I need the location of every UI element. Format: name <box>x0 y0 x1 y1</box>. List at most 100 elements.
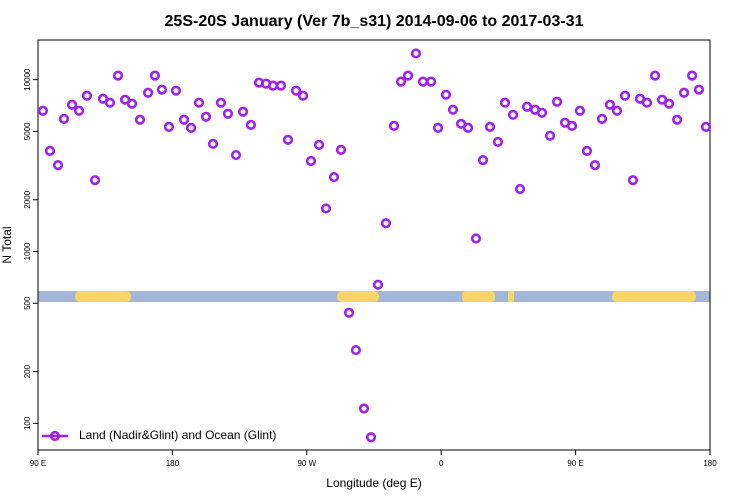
x-axis-label: Longitude (deg E) <box>326 476 421 490</box>
y-tick-label: 10000 <box>23 68 32 91</box>
point <box>365 432 377 443</box>
point <box>380 218 392 229</box>
point <box>440 89 452 100</box>
point <box>551 96 563 107</box>
point <box>320 203 332 214</box>
point <box>112 70 124 81</box>
point <box>521 101 533 112</box>
point <box>126 98 138 109</box>
point <box>237 106 249 117</box>
point <box>222 108 234 119</box>
point <box>328 171 340 183</box>
x-tick-label: 90 W <box>297 459 316 468</box>
point <box>200 111 212 122</box>
point <box>267 80 279 91</box>
point <box>343 307 355 318</box>
point <box>596 113 608 124</box>
x-tick-label: 180 <box>166 459 180 468</box>
point <box>81 90 93 101</box>
y-tick-label: 1000 <box>23 242 32 260</box>
point <box>245 119 257 131</box>
point <box>627 175 639 186</box>
point <box>484 121 496 132</box>
point <box>388 120 400 131</box>
point <box>97 93 109 104</box>
point <box>58 113 70 124</box>
point <box>604 99 616 110</box>
point <box>514 183 526 195</box>
y-tick-label: 2000 <box>23 190 32 208</box>
point <box>73 105 85 116</box>
point <box>52 160 64 171</box>
point <box>581 145 593 156</box>
point <box>193 97 205 108</box>
point <box>163 121 175 132</box>
point <box>89 175 101 186</box>
point <box>119 94 131 105</box>
point <box>432 122 444 133</box>
land-band <box>75 291 131 302</box>
point <box>686 70 698 81</box>
y-tick-label: 200 <box>23 364 32 378</box>
point <box>37 105 49 116</box>
point <box>619 90 631 101</box>
point <box>536 107 548 118</box>
y-tick-label: 5000 <box>23 122 32 140</box>
point <box>305 155 317 167</box>
point <box>207 138 219 149</box>
point <box>142 87 154 98</box>
land-band <box>612 291 696 302</box>
legend-marker <box>49 430 61 442</box>
point <box>566 120 578 131</box>
point <box>185 122 197 133</box>
point <box>335 144 347 155</box>
point <box>455 118 467 129</box>
point <box>656 94 668 105</box>
point <box>492 136 504 148</box>
point <box>678 87 690 98</box>
point <box>499 97 511 108</box>
point <box>215 97 227 108</box>
legend-label: Land (Nadir&Glint) and Ocean (Glint) <box>79 428 276 442</box>
land-band <box>337 291 379 302</box>
point <box>395 76 407 87</box>
point <box>156 84 168 95</box>
point <box>417 76 429 87</box>
point <box>402 70 414 81</box>
point <box>611 105 623 116</box>
point <box>170 85 182 96</box>
point <box>358 403 370 414</box>
y-tick-label: 100 <box>23 416 32 430</box>
point <box>149 70 161 81</box>
land-band <box>508 291 514 302</box>
point <box>104 97 116 108</box>
point <box>410 48 422 59</box>
point <box>372 279 384 290</box>
point <box>634 93 646 104</box>
point <box>66 99 78 110</box>
point <box>672 114 683 125</box>
chart-title: 25S-20S January (Ver 7b_s31) 2014-09-06 … <box>165 13 584 30</box>
land-band <box>462 291 495 302</box>
x-tick-label: 180 <box>703 459 717 468</box>
point <box>350 344 362 356</box>
point <box>700 121 712 132</box>
x-tick-label: 90 E <box>30 459 46 468</box>
point <box>230 149 242 161</box>
point <box>275 80 287 91</box>
point <box>470 233 482 244</box>
plot-frame <box>37 39 711 451</box>
x-tick-label: 0 <box>439 459 444 468</box>
point <box>693 84 705 95</box>
x-tick-label: 90 E <box>567 459 583 468</box>
point <box>297 90 309 101</box>
point <box>574 105 586 116</box>
y-axis-label: N Total <box>0 226 14 263</box>
point <box>313 139 325 151</box>
point <box>507 109 519 120</box>
point <box>290 85 302 96</box>
point <box>649 70 661 81</box>
point <box>663 98 675 109</box>
point <box>44 145 56 156</box>
